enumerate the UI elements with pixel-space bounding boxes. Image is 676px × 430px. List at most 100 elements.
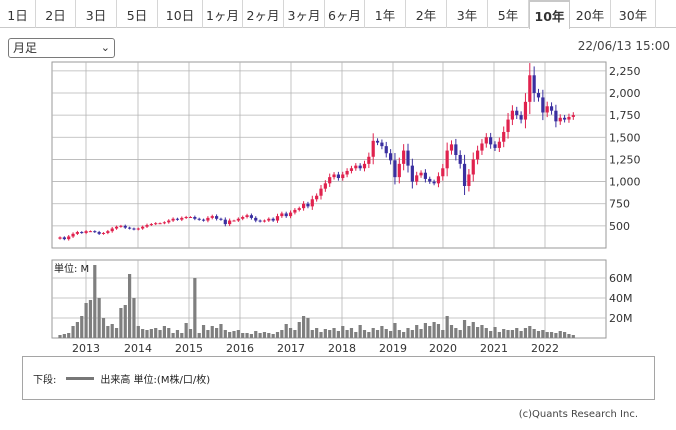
volume-bar-40 xyxy=(232,331,236,338)
volume-bar-55 xyxy=(297,322,301,338)
volume-bar-54 xyxy=(293,330,297,338)
volume-bar-44 xyxy=(249,334,253,338)
candle-body-26 xyxy=(171,218,175,221)
tab-6[interactable]: 2ヶ月 xyxy=(243,0,284,28)
tab-4[interactable]: 10日 xyxy=(158,0,203,28)
volume-bar-115 xyxy=(558,331,562,338)
tab-13[interactable]: 10年 xyxy=(529,0,570,29)
volume-bar-88 xyxy=(441,330,445,338)
volume-bar-112 xyxy=(545,332,549,338)
tab-3[interactable]: 5日 xyxy=(117,0,158,28)
volume-bar-73 xyxy=(375,330,380,338)
candle-body-10 xyxy=(101,232,106,234)
legend-label: 出来高 単位:(M株/口/枚) xyxy=(100,375,211,386)
volume-bar-91 xyxy=(454,328,458,338)
candle-body-32 xyxy=(197,218,201,220)
volume-bar-66 xyxy=(345,330,349,338)
volume-bar-103 xyxy=(506,330,510,338)
price-tick-label-0: 500 xyxy=(609,220,630,233)
candle-body-60 xyxy=(319,188,323,196)
volume-bar-27 xyxy=(175,330,180,338)
x-tick-label-2: 2015 xyxy=(175,342,203,355)
tab-15[interactable]: 30年 xyxy=(611,0,656,28)
volume-bar-100 xyxy=(493,327,497,338)
volume-bar-85 xyxy=(428,326,432,338)
candle-body-21 xyxy=(149,224,153,226)
tab-11[interactable]: 3年 xyxy=(447,0,488,28)
candle-body-72 xyxy=(371,140,375,157)
volume-bar-86 xyxy=(432,322,436,338)
chevron-down-icon: ⌄ xyxy=(100,41,110,54)
volume-bar-94 xyxy=(467,326,471,338)
price-tick-label-2: 1,000 xyxy=(609,176,641,189)
volume-bar-107 xyxy=(523,328,528,338)
volume-legend-swatch xyxy=(66,377,95,380)
candle-body-36 xyxy=(215,216,219,219)
candle-body-3 xyxy=(71,233,75,237)
volume-bar-43 xyxy=(245,333,249,338)
candle-body-15 xyxy=(123,225,127,228)
candle-body-66 xyxy=(345,170,349,175)
candle-body-63 xyxy=(332,174,336,178)
volume-tick-label-2: 60M xyxy=(609,272,633,285)
tab-12[interactable]: 5年 xyxy=(488,0,529,28)
volume-bar-60 xyxy=(319,332,323,338)
candle-body-107 xyxy=(523,101,528,120)
candle-body-4 xyxy=(75,232,79,234)
candle-body-78 xyxy=(397,163,401,178)
volume-bar-79 xyxy=(402,332,406,338)
candle-body-8 xyxy=(93,231,97,233)
volume-bar-45 xyxy=(254,331,258,338)
candle-body-27 xyxy=(175,218,180,220)
candle-body-62 xyxy=(328,177,332,184)
volume-bar-5 xyxy=(80,316,84,338)
candle-body-2 xyxy=(67,236,71,240)
tab-2[interactable]: 3日 xyxy=(76,0,117,28)
candle-body-0 xyxy=(58,237,62,239)
volume-bar-106 xyxy=(519,331,523,338)
candle-body-88 xyxy=(441,168,445,177)
tab-14[interactable]: 20年 xyxy=(570,0,611,28)
price-tick-label-4: 1,500 xyxy=(609,131,641,144)
candle-body-55 xyxy=(297,208,301,210)
volume-bar-104 xyxy=(510,330,514,338)
candle-body-5 xyxy=(80,232,84,234)
candle-body-80 xyxy=(406,150,410,166)
volume-bar-64 xyxy=(336,331,340,338)
volume-bar-2 xyxy=(67,333,71,338)
volume-bar-52 xyxy=(284,324,288,338)
period-select[interactable]: 月足 ⌄ xyxy=(8,38,115,58)
volume-bar-47 xyxy=(262,332,267,338)
volume-bar-36 xyxy=(215,328,219,338)
candle-body-91 xyxy=(454,144,458,155)
candle-body-87 xyxy=(436,176,441,184)
volume-bar-41 xyxy=(236,330,240,338)
volume-bar-87 xyxy=(436,324,441,338)
volume-bar-114 xyxy=(554,333,558,338)
volume-bar-11 xyxy=(106,326,110,338)
tab-0[interactable]: 1日 xyxy=(0,0,36,28)
candle-body-95 xyxy=(471,159,475,175)
price-panel-frame xyxy=(51,61,607,249)
price-tick-label-6: 2,000 xyxy=(609,87,641,100)
volume-bar-72 xyxy=(371,328,375,338)
volume-bar-49 xyxy=(271,334,275,338)
x-tick-label-9: 2022 xyxy=(531,342,559,355)
candle-body-105 xyxy=(515,110,519,116)
candle-body-16 xyxy=(128,227,132,229)
candle-body-13 xyxy=(114,226,119,229)
candle-body-106 xyxy=(519,115,523,120)
candle-body-30 xyxy=(188,217,193,218)
volume-bar-56 xyxy=(302,316,306,338)
candle-body-116 xyxy=(563,117,567,120)
tab-10[interactable]: 2年 xyxy=(406,0,447,28)
candle-body-49 xyxy=(271,218,275,221)
tab-5[interactable]: 1ヶ月 xyxy=(203,0,243,28)
tab-1[interactable]: 2日 xyxy=(36,0,76,28)
tab-7[interactable]: 3ヶ月 xyxy=(284,0,325,28)
tab-9[interactable]: 1年 xyxy=(365,0,406,28)
volume-bar-68 xyxy=(354,332,358,338)
volume-bar-65 xyxy=(341,326,345,338)
candle-body-54 xyxy=(293,209,297,213)
tab-8[interactable]: 6ヶ月 xyxy=(325,0,365,28)
